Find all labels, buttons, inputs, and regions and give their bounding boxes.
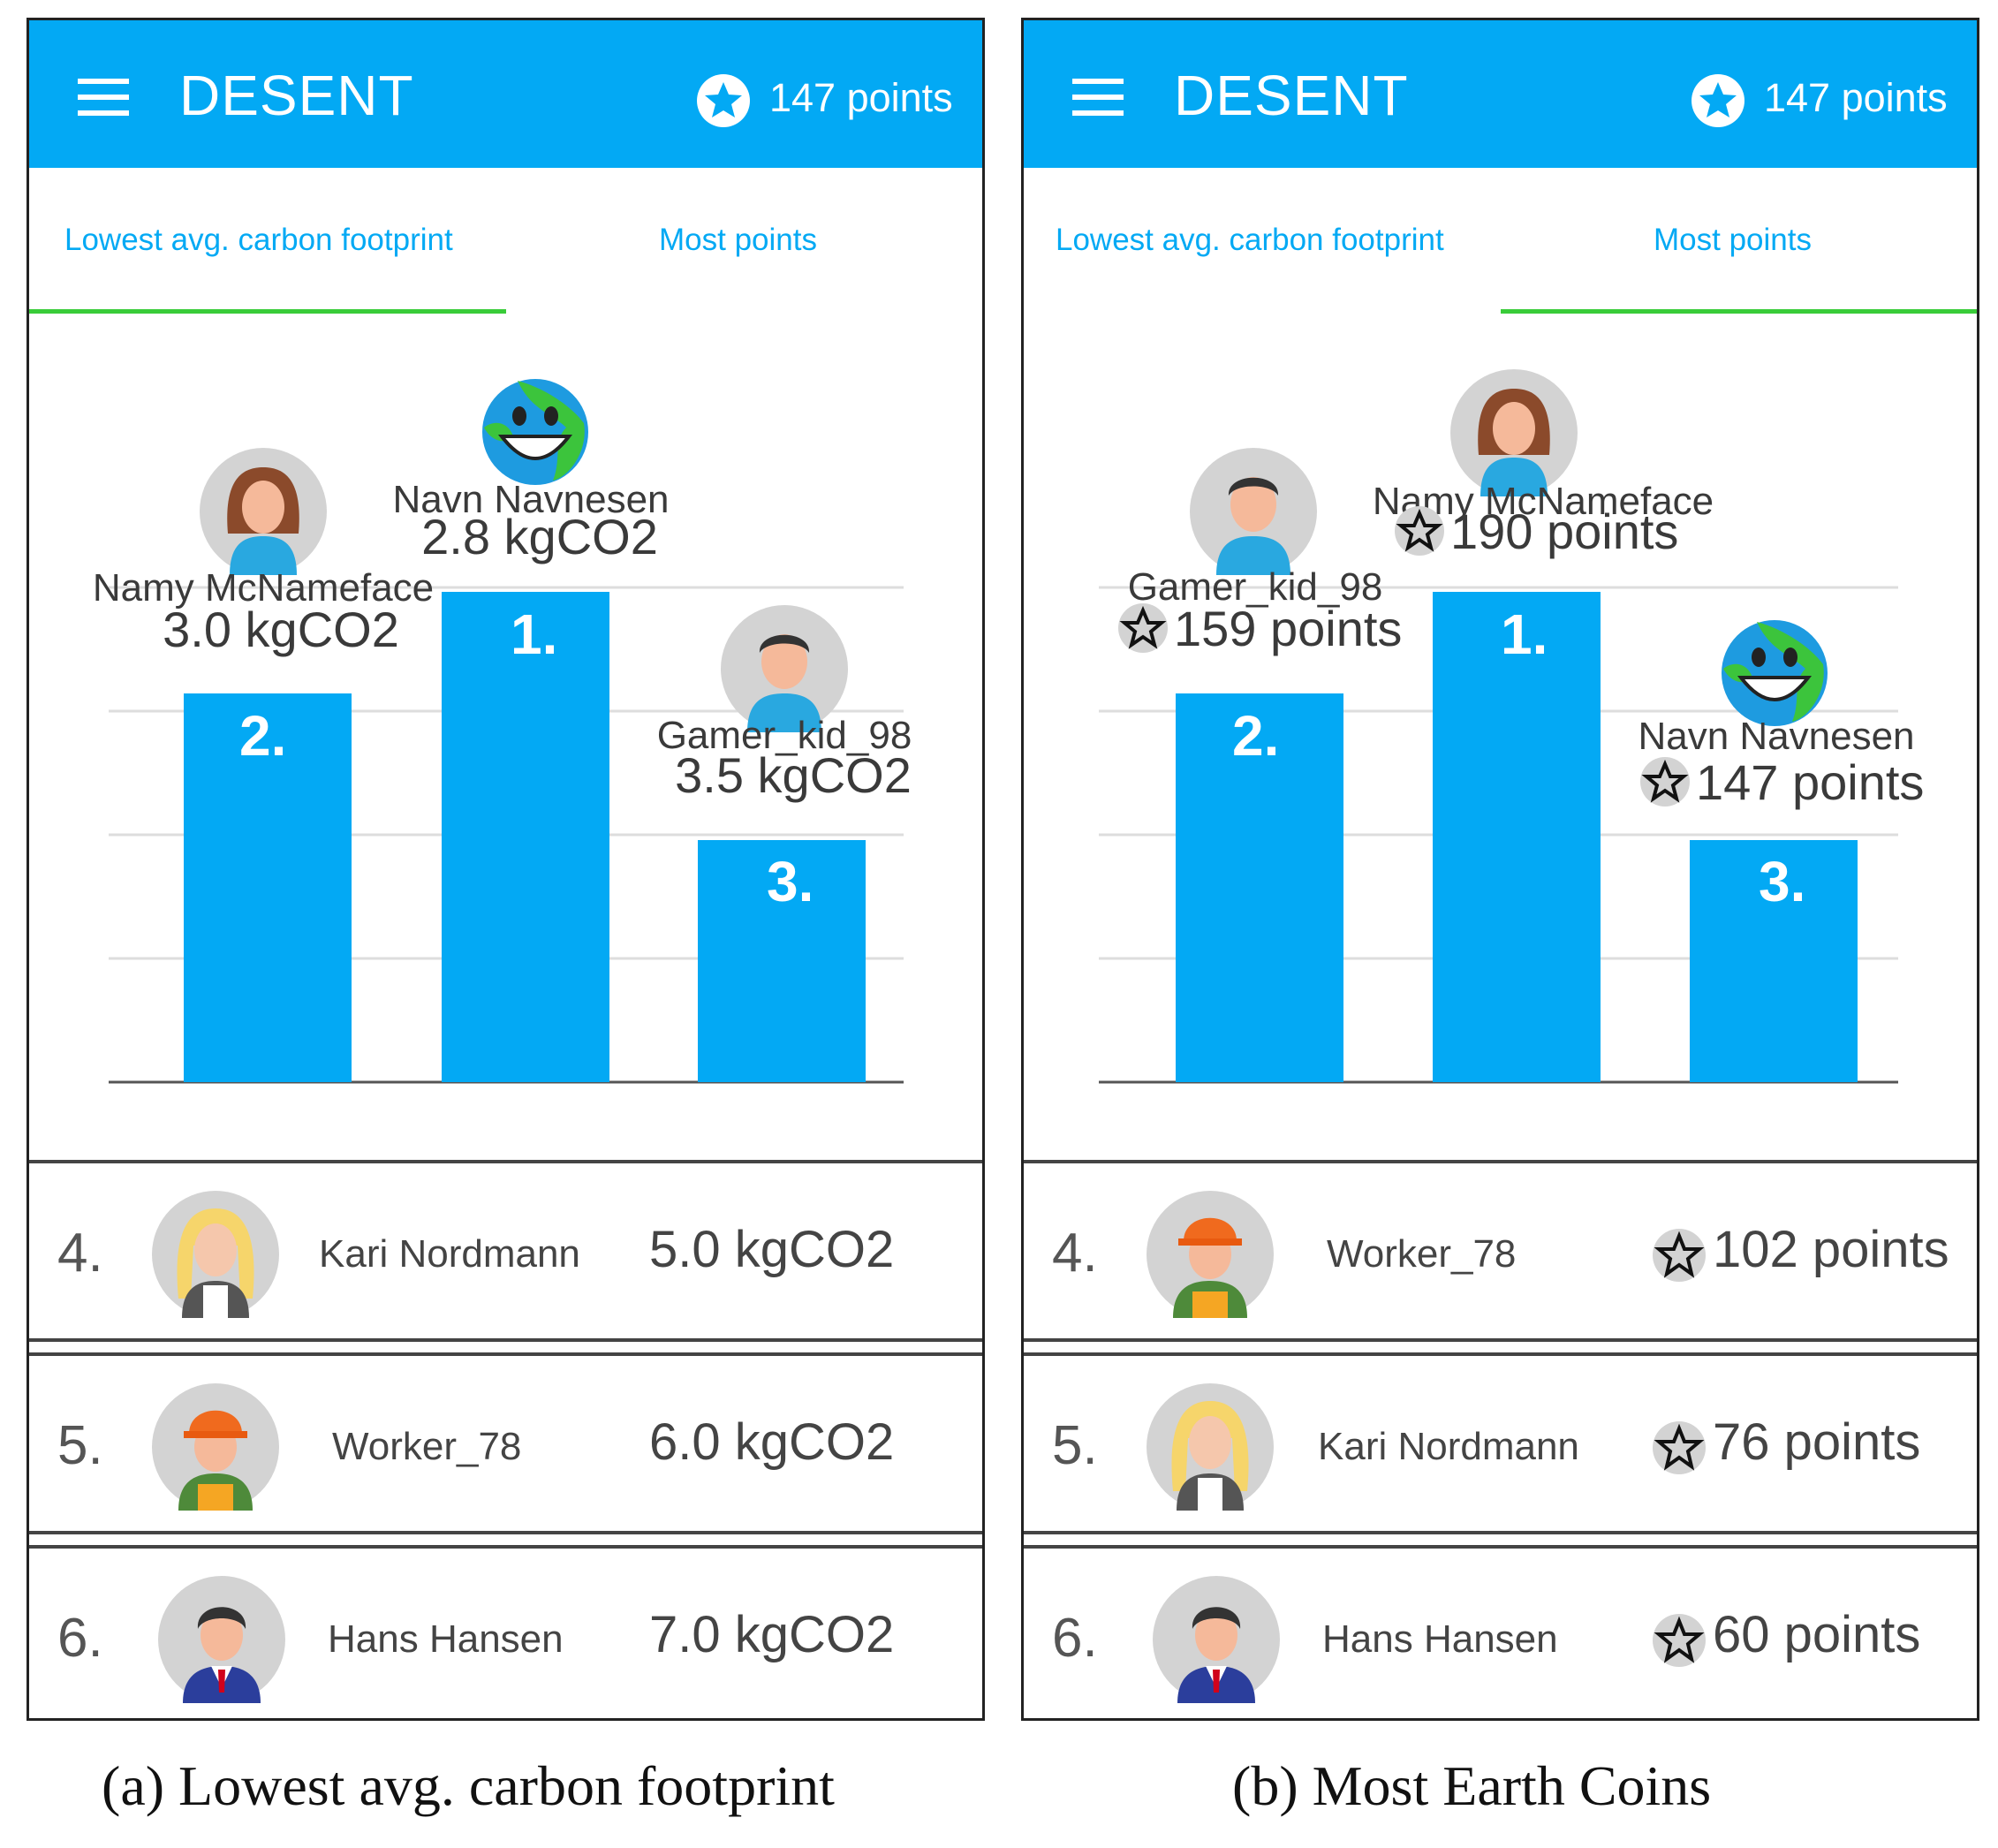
- list-rank: 4.: [1052, 1223, 1098, 1284]
- star-outline-icon: [1118, 603, 1168, 653]
- active-tab-indicator: [29, 309, 506, 314]
- list-rank: 4.: [57, 1223, 103, 1284]
- list-value: 102 points: [1713, 1221, 1949, 1278]
- podium-chart: 2. 1. 3.: [29, 315, 982, 1137]
- app-title: DESENT: [1174, 64, 1409, 127]
- blonde-woman-avatar: [152, 1191, 279, 1318]
- star-badge-icon: [697, 74, 750, 127]
- list-item[interactable]: 6. Hans Hansen 7.0 kgCO2: [29, 1545, 982, 1718]
- leaderboard-list: 4. Worker_78 102 points 5.: [1024, 1160, 1977, 1718]
- podium-value-3: 147 points: [1696, 754, 1924, 810]
- podium-bar-3: [698, 840, 866, 1082]
- woman-avatar: [1450, 369, 1578, 496]
- tab-most-points[interactable]: Most points: [1654, 223, 1812, 257]
- earth-avatar: [1722, 620, 1828, 726]
- list-item[interactable]: 4. Kari Nordmann 5.0 kgCO2: [29, 1160, 982, 1342]
- businessman-avatar: [1153, 1576, 1280, 1703]
- star-outline-icon: [1653, 1421, 1706, 1474]
- worker-avatar: [1147, 1191, 1274, 1318]
- star-badge-icon: [1691, 74, 1744, 127]
- tab-lowest-carbon[interactable]: Lowest avg. carbon footprint: [1056, 223, 1444, 257]
- podium-value-3: 3.5 kgCO2: [675, 747, 912, 803]
- list-value: 76 points: [1713, 1413, 1921, 1471]
- list-name: Hans Hansen: [328, 1617, 564, 1661]
- podium-rank-1: 1.: [511, 602, 557, 666]
- podium-value-1: 190 points: [1450, 504, 1678, 559]
- list-value: 7.0 kgCO2: [649, 1606, 895, 1663]
- podium-bar-2: [1176, 693, 1343, 1082]
- podium-value-2: 159 points: [1174, 601, 1402, 656]
- leaderboard-panel-carbon: DESENT 147 points Lowest avg. carbon foo…: [26, 18, 985, 1721]
- podium-bar-1: [442, 592, 609, 1082]
- earth-avatar: [482, 379, 588, 485]
- tab-bar: Lowest avg. carbon footprint Most points: [1024, 168, 1977, 315]
- list-item[interactable]: 6. Hans Hansen 60 points: [1024, 1545, 1977, 1718]
- star-outline-icon: [1640, 757, 1690, 807]
- leaderboard-panel-points: DESENT 147 points Lowest avg. carbon foo…: [1021, 18, 1979, 1721]
- podium-rank-3: 3.: [767, 850, 814, 913]
- hamburger-menu-icon[interactable]: [1072, 79, 1124, 116]
- podium-name-1: Navn Navnesen: [392, 478, 669, 521]
- tab-bar: Lowest avg. carbon footprint Most points: [29, 168, 982, 315]
- tab-most-points[interactable]: Most points: [659, 223, 817, 257]
- list-rank: 5.: [1052, 1415, 1098, 1476]
- star-outline-icon: [1395, 506, 1444, 556]
- blonde-woman-avatar: [1147, 1383, 1274, 1511]
- list-item[interactable]: 5. Kari Nordmann 76 points: [1024, 1352, 1977, 1534]
- podium-rank-1: 1.: [1501, 602, 1548, 666]
- star-outline-icon: [1653, 1229, 1706, 1282]
- podium-bar-2: [184, 693, 352, 1082]
- list-name: Worker_78: [332, 1425, 522, 1468]
- podium-rank-2: 2.: [1232, 704, 1279, 768]
- list-item[interactable]: 4. Worker_78 102 points: [1024, 1160, 1977, 1342]
- businessman-avatar: [158, 1576, 285, 1703]
- podium-rank-3: 3.: [1759, 850, 1805, 913]
- app-bar: DESENT 147 points: [29, 20, 982, 168]
- list-rank: 5.: [57, 1415, 103, 1476]
- list-value: 6.0 kgCO2: [649, 1413, 895, 1471]
- podium-value-1: 2.8 kgCO2: [421, 509, 658, 564]
- active-tab-indicator: [1501, 309, 1977, 314]
- caption-b: (b) Most Earth Coins: [1232, 1754, 1712, 1817]
- tab-lowest-carbon[interactable]: Lowest avg. carbon footprint: [64, 223, 453, 257]
- list-name: Worker_78: [1327, 1232, 1517, 1276]
- app-title: DESENT: [179, 64, 414, 127]
- boy-avatar: [1190, 448, 1317, 575]
- woman-avatar: [200, 448, 327, 575]
- hamburger-menu-icon[interactable]: [78, 79, 129, 116]
- list-rank: 6.: [1052, 1608, 1098, 1669]
- list-name: Kari Nordmann: [319, 1232, 580, 1276]
- list-rank: 6.: [57, 1608, 103, 1669]
- worker-avatar: [152, 1383, 279, 1511]
- podium-name-3: Gamer_kid_98: [657, 714, 912, 757]
- podium-name-3: Navn Navnesen: [1638, 715, 1914, 758]
- podium-name-2: Gamer_kid_98: [1128, 565, 1383, 609]
- boy-avatar: [721, 605, 848, 732]
- list-name: Kari Nordmann: [1318, 1425, 1579, 1468]
- podium-rank-2: 2.: [239, 704, 286, 768]
- list-name: Hans Hansen: [1322, 1617, 1558, 1661]
- app-bar: DESENT 147 points: [1024, 20, 1977, 168]
- list-value: 60 points: [1713, 1606, 1921, 1663]
- list-value: 5.0 kgCO2: [649, 1221, 895, 1278]
- list-item[interactable]: 5. Worker_78 6.0 kgCO2: [29, 1352, 982, 1534]
- podium-chart: 2. 1. 3.: [1024, 315, 1977, 1137]
- podium-bar-3: [1690, 840, 1858, 1082]
- user-points: 147 points: [769, 75, 953, 120]
- user-points: 147 points: [1764, 75, 1948, 120]
- podium-value-2: 3.0 kgCO2: [163, 602, 399, 657]
- leaderboard-list: 4. Kari Nordmann 5.0 kgCO2 5. Worker_78: [29, 1160, 982, 1718]
- caption-a: (a) Lowest avg. carbon footprint: [102, 1754, 835, 1817]
- podium-name-2: Namy McNameface: [93, 566, 434, 610]
- podium-bar-1: [1433, 592, 1601, 1082]
- star-outline-icon: [1653, 1614, 1706, 1667]
